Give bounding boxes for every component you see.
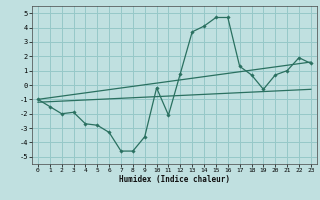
X-axis label: Humidex (Indice chaleur): Humidex (Indice chaleur) bbox=[119, 175, 230, 184]
